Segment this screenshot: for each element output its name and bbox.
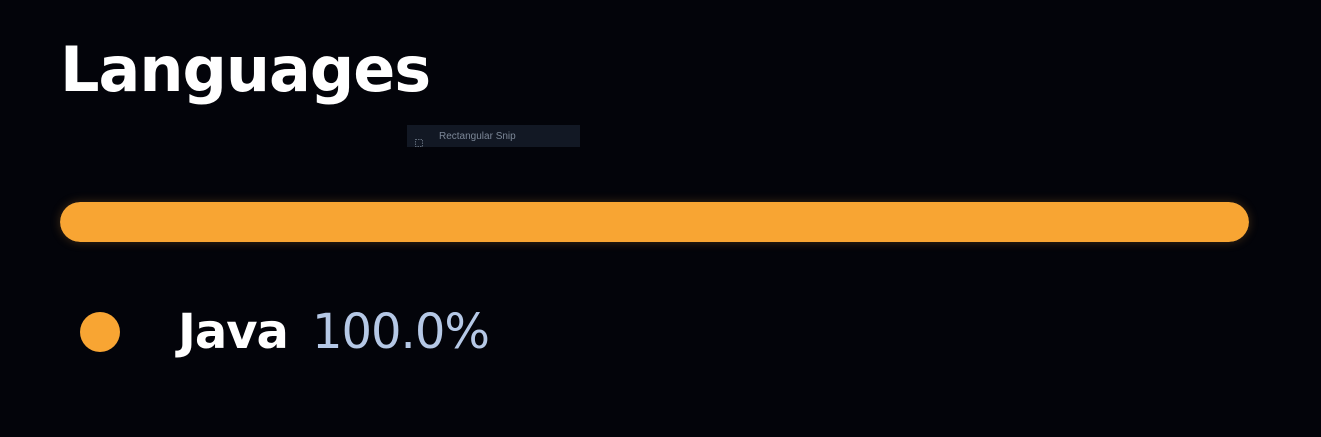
snip-label: Rectangular Snip bbox=[439, 130, 516, 142]
snip-icon bbox=[415, 132, 423, 147]
languages-heading: Languages bbox=[60, 33, 431, 106]
language-name: Java bbox=[178, 304, 289, 360]
language-legend-item: Java 100.0% bbox=[80, 300, 490, 364]
language-progress-bar bbox=[60, 202, 1249, 242]
rectangular-snip-tooltip[interactable]: Rectangular Snip bbox=[407, 125, 580, 147]
java-progress-segment bbox=[60, 202, 1249, 242]
java-color-dot bbox=[80, 312, 120, 352]
language-percentage: 100.0% bbox=[311, 304, 490, 360]
